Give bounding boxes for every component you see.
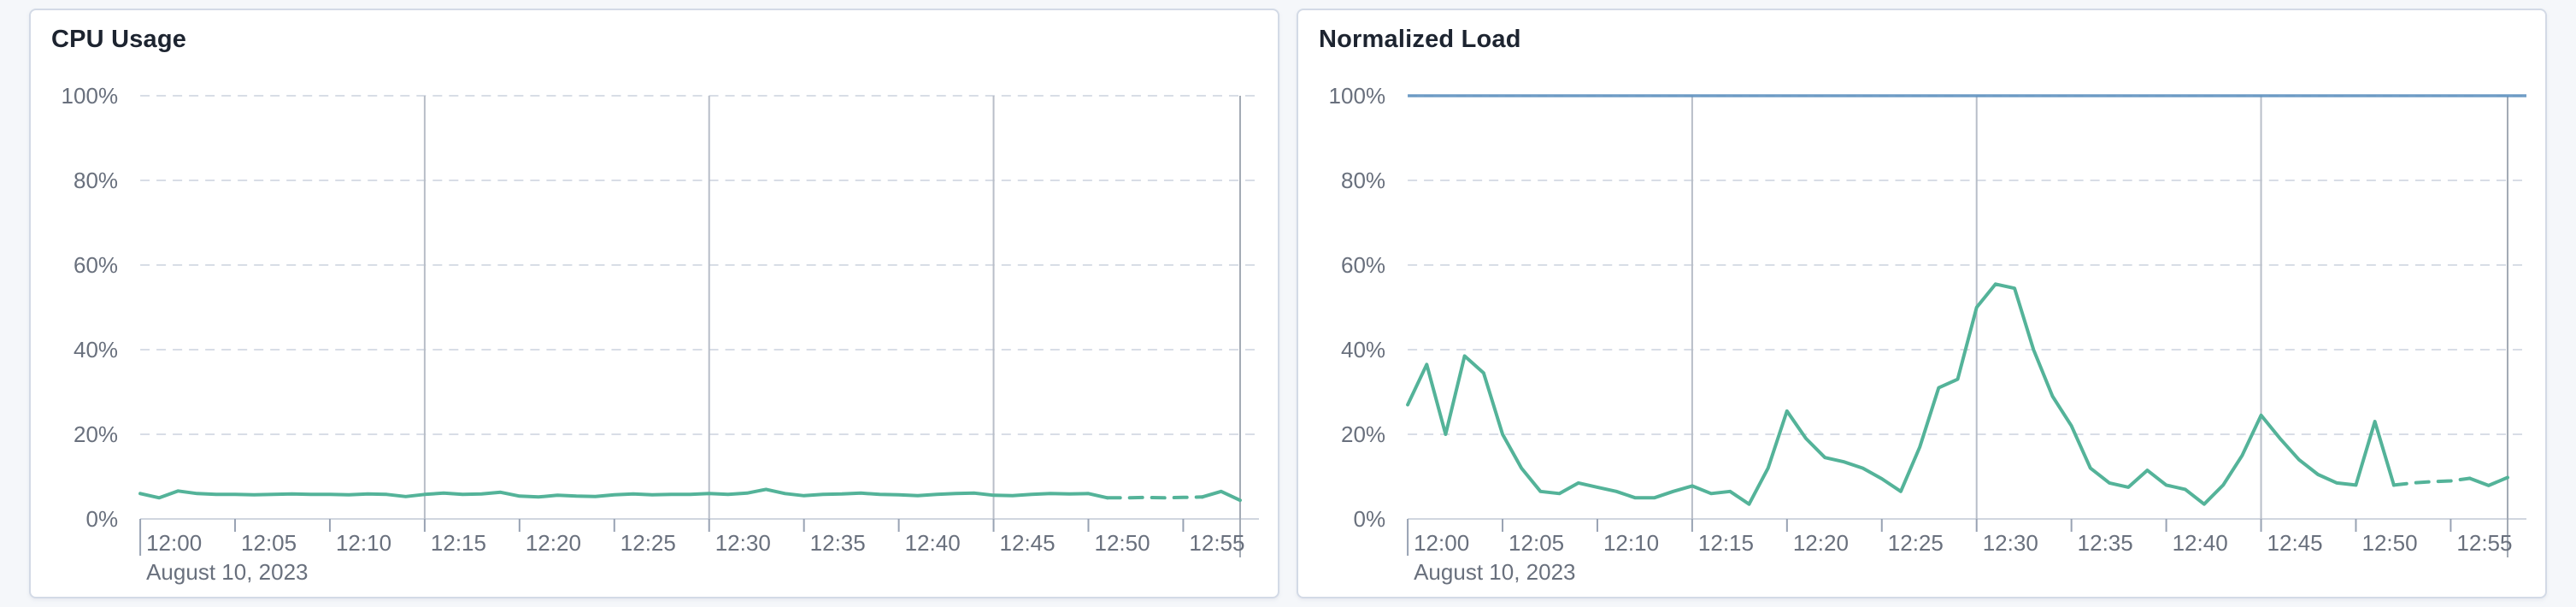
x-axis-tick-label: 12:25 [620,530,676,556]
x-axis-date-label: August 10, 2023 [146,559,308,585]
series-line-solid [138,487,1109,500]
x-axis-tick-label: 12:55 [2456,530,2512,556]
y-axis-tick-label: 60% [74,252,118,278]
y-axis-tick-label: 80% [74,168,118,193]
x-axis-tick-label: 12:55 [1189,530,1244,556]
y-axis-tick-label: 100% [1329,83,1386,109]
x-axis-tick-label: 12:30 [715,530,771,556]
series-line-dashed-forecast [1105,495,1204,500]
x-axis-tick-label: 12:45 [1000,530,1056,556]
x-axis-date-label: August 10, 2023 [1414,559,1575,585]
x-axis-tick-label: 12:50 [1094,530,1150,556]
panel-cpu-usage: CPU Usage 0% 20% 40% 60% 80% 100% 12:00 12:05 12… [29,9,1279,598]
series-line-solid-end [1200,489,1242,503]
x-axis-tick-label: 12:10 [1603,530,1659,556]
x-axis-tick-label: 12:05 [241,530,297,556]
y-axis-tick-label: 40% [1341,337,1385,362]
x-axis-tick-label: 12:15 [431,530,486,556]
panel-title-normalized-load: Normalized Load [1319,26,1521,53]
x-axis-tick-label: 12:40 [905,530,961,556]
x-axis-tick-label: 12:00 [1414,530,1469,556]
x-axis-tick-label: 12:30 [1983,530,2038,556]
panel-title-cpu-usage: CPU Usage [51,26,187,53]
series-line-dashed-forecast [2391,476,2472,487]
x-axis-tick-label: 12:50 [2361,530,2417,556]
y-axis-tick-label: 20% [1341,421,1385,447]
series-line-solid [1406,282,2396,506]
y-axis-tick-label: 80% [1341,168,1385,193]
x-axis-tick-label: 12:00 [146,530,202,556]
y-axis-tick-label: 40% [74,337,118,362]
y-axis-tick-label: 60% [1341,252,1385,278]
y-axis-tick-label: 100% [62,83,119,109]
y-axis-tick-label: 0% [85,506,118,532]
x-axis-tick-label: 12:40 [2173,530,2228,556]
x-axis-tick-label: 12:25 [1888,530,1944,556]
x-axis-tick-label: 12:20 [526,530,581,556]
x-axis-tick-label: 12:35 [2078,530,2133,556]
x-axis-tick-label: 12:10 [336,530,391,556]
x-axis-tick-label: 12:15 [1698,530,1754,556]
x-axis-tick-label: 12:20 [1793,530,1849,556]
x-axis-tick-label: 12:05 [1509,530,1564,556]
normalized-load-chart[interactable]: 0% 20% 40% 60% 80% 100% 12:00 12:05 12:10 12:15 12… [1298,10,2545,597]
y-axis-tick-label: 0% [1353,506,1385,532]
series-line-solid-end [2467,475,2509,487]
x-axis-tick-label: 12:45 [2267,530,2323,556]
x-axis-tick-label: 12:35 [810,530,866,556]
y-axis-tick-label: 20% [74,421,118,447]
panel-normalized-load: Normalized Load 0% 20% 40% 60% 80% 100% 12:00 1… [1297,9,2547,598]
cpu-usage-chart[interactable]: 0% 20% 40% 60% 80% 100% 12:00 12:05 12:10 12:15 12… [31,10,1278,597]
